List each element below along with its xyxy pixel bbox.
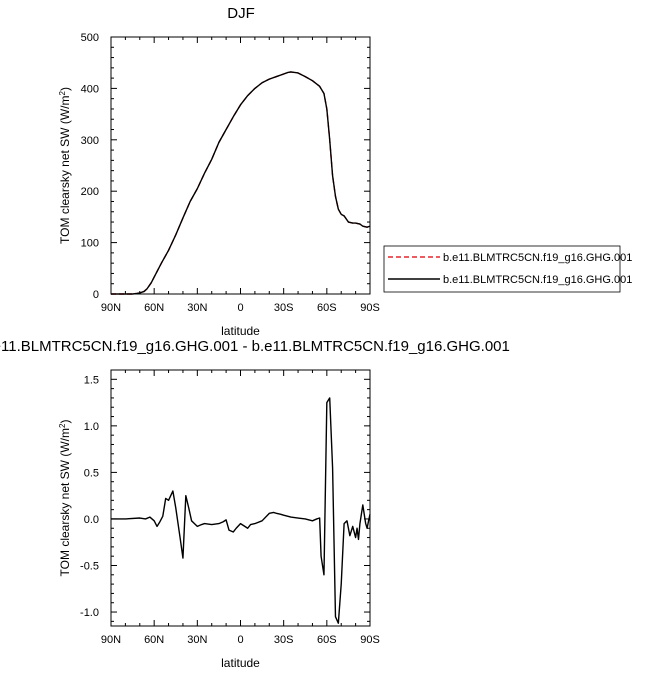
- bottom-panel: b.e11.BLMTRC5CN.f19_g16.GHG.001 - b.e11.…: [0, 338, 510, 670]
- legend-entry-2: b.e11.BLMTRC5CN.f19_g16.GHG.001: [443, 274, 632, 286]
- x-tick-label: 30S: [274, 302, 294, 314]
- x-tick-label: 30S: [274, 634, 294, 646]
- x-tick-label: 90S: [360, 634, 380, 646]
- x-tick-label: 90N: [101, 302, 121, 314]
- x-tick-label: 0: [237, 634, 243, 646]
- top-chart-title: DJF: [227, 5, 255, 22]
- top-y-axis-label: TOM clearsky net SW (W/m2): [58, 87, 72, 244]
- x-tick-label: 30N: [187, 634, 207, 646]
- bottom-series-difference: [111, 397, 371, 624]
- bottom-x-axis-label: latitude: [221, 656, 260, 670]
- y-tick-label: 300: [81, 135, 99, 147]
- legend-entry-1: b.e11.BLMTRC5CN.f19_g16.GHG.001: [443, 252, 632, 264]
- y-tick-label: 200: [81, 186, 99, 198]
- x-tick-label: 60N: [144, 302, 164, 314]
- x-tick-label: 0: [237, 302, 243, 314]
- y-tick-label: -1.0: [80, 607, 99, 619]
- bottom-chart-title: b.e11.BLMTRC5CN.f19_g16.GHG.001 - b.e11.…: [0, 338, 510, 355]
- y-tick-label: 0: [93, 289, 99, 301]
- x-tick-label: 60S: [317, 302, 337, 314]
- y-tick-label: -0.5: [80, 560, 99, 572]
- legend-box: [383, 245, 621, 293]
- top-panel: DJF 90N 60N 30N 0 30S 60S 90S 0 100 200 300 400 500…: [58, 5, 380, 338]
- x-tick-label: 30N: [187, 302, 207, 314]
- top-series-black-solid: [111, 71, 371, 295]
- top-x-axis-label: latitude: [221, 324, 260, 338]
- y-tick-label: 100: [81, 238, 99, 250]
- bottom-y-ticks: -1.0 -0.5 0.0 0.5 1.0 1.5: [80, 369, 370, 622]
- bottom-plot-frame: [110, 369, 371, 627]
- y-tick-label: 500: [81, 32, 99, 44]
- y-tick-label: 1.5: [84, 374, 99, 386]
- bottom-x-ticks: 90N 60N 30N 0 30S 60S 90S: [101, 370, 380, 646]
- x-tick-label: 90N: [101, 634, 121, 646]
- legend: b.e11.BLMTRC5CN.f19_g16.GHG.001 b.e11.BL…: [383, 245, 632, 293]
- x-tick-label: 90S: [360, 302, 380, 314]
- y-tick-label: 0.0: [84, 514, 99, 526]
- top-x-ticks: 90N 60N 30N 0 30S 60S 90S: [101, 37, 380, 314]
- y-tick-label: 1.0: [84, 421, 99, 433]
- bottom-y-axis-label: TOM clearsky net SW (W/m2): [58, 420, 72, 577]
- top-y-ticks: 0 100 200 300 400 500: [81, 32, 370, 301]
- y-tick-label: 400: [81, 83, 99, 95]
- x-tick-label: 60N: [144, 634, 164, 646]
- y-tick-label: 0.5: [84, 467, 99, 479]
- x-tick-label: 60S: [317, 634, 337, 646]
